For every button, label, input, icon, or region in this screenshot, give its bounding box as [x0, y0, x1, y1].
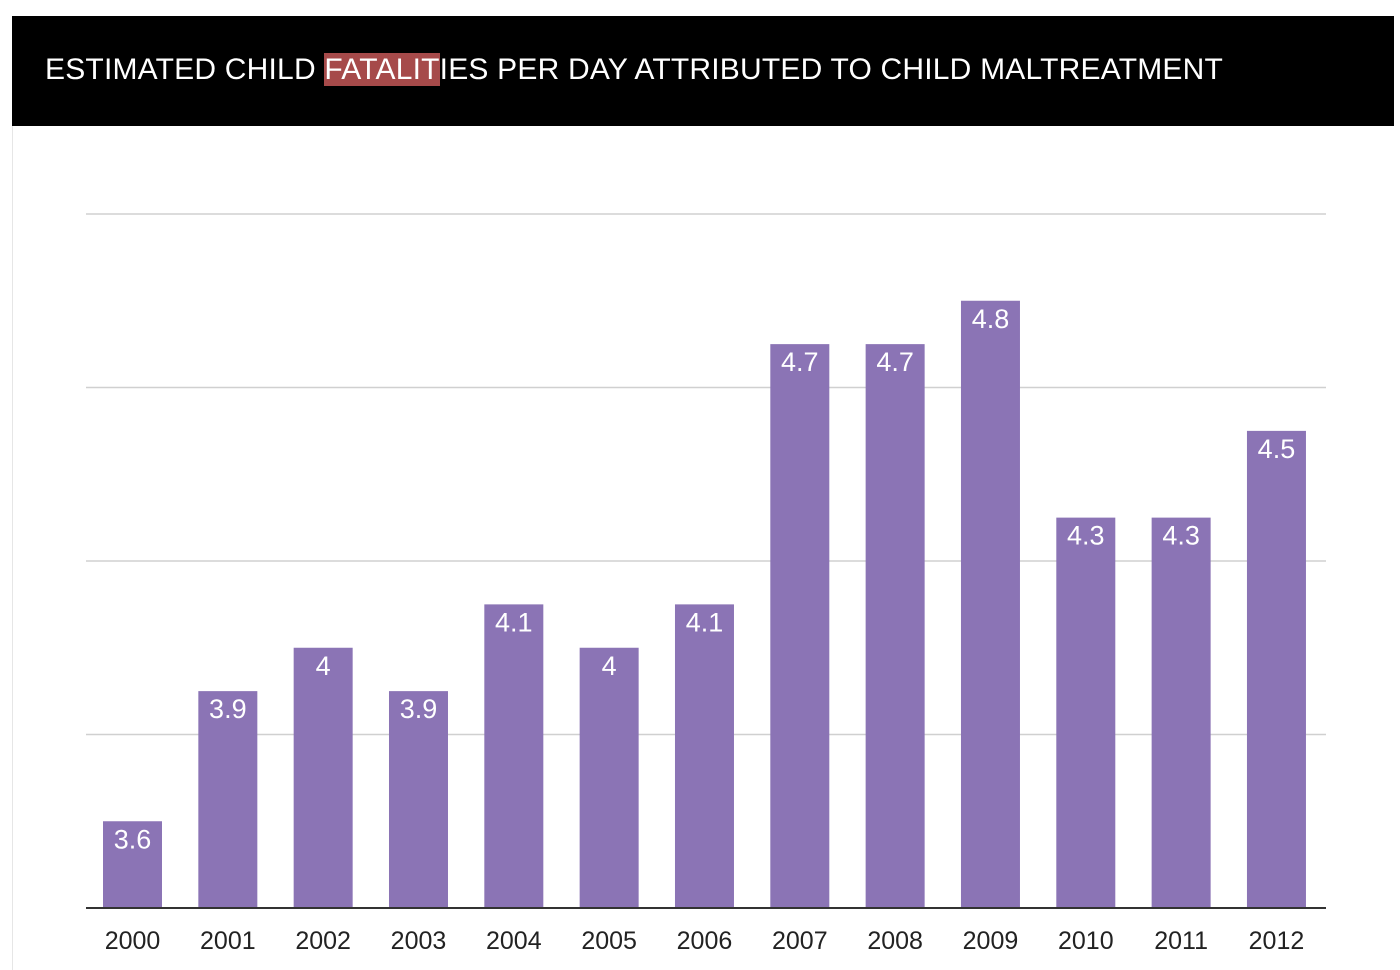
bar-value-label: 4.5	[1258, 434, 1296, 464]
bar-value-label: 4.1	[686, 607, 724, 637]
bar-2007	[770, 344, 830, 908]
x-axis-tick-labels: 2000 2001 2002 2003 2004 2005 2006 2007 2008 2009…	[105, 927, 1305, 955]
bar-value-label: 4	[316, 651, 331, 681]
x-tick-label: 2011	[1154, 927, 1208, 955]
chart-frame	[12, 16, 1394, 970]
bar-value-label: 4.7	[876, 347, 914, 377]
bar-value-label: 4.1	[495, 607, 533, 637]
bar-2005	[579, 647, 639, 908]
bar-2010	[1056, 517, 1116, 908]
x-tick-label: 2003	[391, 927, 447, 955]
x-tick-label: 2009	[963, 927, 1019, 955]
title-suffix: IES PER DAY ATTRIBUTED TO CHILD MALTREAT…	[439, 53, 1224, 86]
bar-2003	[388, 691, 448, 908]
title-prefix: ESTIMATED CHILD	[45, 53, 325, 86]
bar-2011	[1151, 517, 1211, 908]
title-highlight: FATALIT	[324, 53, 440, 86]
bar-value-label: 3.9	[209, 694, 247, 724]
bar-2002	[293, 647, 353, 908]
bar-2000	[103, 821, 162, 908]
bar-value-label: 4	[602, 651, 617, 681]
x-tick-label: 2010	[1058, 927, 1114, 955]
bar-2012	[1246, 430, 1306, 908]
chart-title: ESTIMATED CHILD FATALITIES PER DAY ATTRI…	[45, 50, 1223, 90]
title-bar: ESTIMATED CHILD FATALITIES PER DAY ATTRI…	[12, 16, 1394, 126]
x-tick-label: 2007	[772, 927, 828, 955]
bars	[103, 300, 1306, 908]
x-tick-label: 2000	[105, 927, 161, 955]
bar-value-label: 3.9	[400, 694, 438, 724]
bar-value-label: 3.6	[114, 824, 152, 854]
bar-2006	[674, 604, 734, 908]
bar-value-label: 4.7	[781, 347, 819, 377]
bar-value-label: 4.8	[972, 304, 1010, 334]
x-tick-label: 2001	[200, 927, 256, 955]
bar-2001	[198, 691, 258, 908]
bar-2009	[960, 300, 1020, 908]
bar-value-label: 4.3	[1067, 521, 1105, 551]
x-tick-label: 2012	[1249, 927, 1305, 955]
bar-data-labels: 3.6 3.9 4 3.9 4.1 4 4.1 4.7 4.7 4.8 4.3 4.3 4.5	[114, 304, 1296, 855]
x-tick-label: 2002	[295, 927, 351, 955]
x-tick-label: 2008	[867, 927, 923, 955]
bar-2004	[484, 604, 544, 908]
bar-value-label: 4.3	[1162, 521, 1200, 551]
x-tick-label: 2005	[581, 927, 637, 955]
bar-2008	[865, 344, 925, 908]
x-tick-label: 2006	[677, 927, 733, 955]
x-tick-label: 2004	[486, 927, 542, 955]
